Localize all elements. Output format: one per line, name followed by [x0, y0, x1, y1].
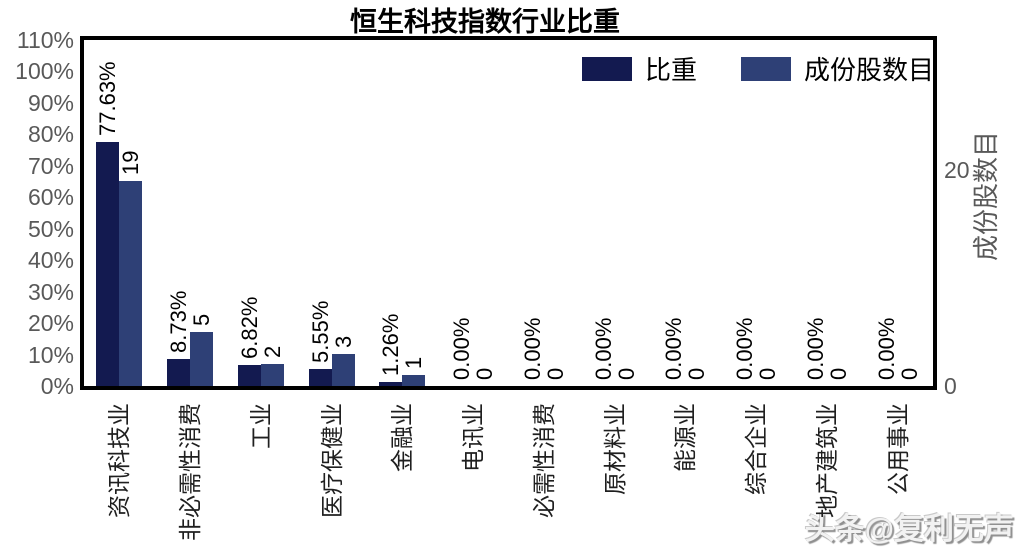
left-axis-tick: 110%: [16, 27, 74, 53]
right-axis-title: 成份股数目: [971, 130, 1001, 261]
left-axis-tick: 60%: [27, 184, 74, 211]
category-label: 地产建筑业: [813, 403, 840, 518]
value-label-weight: 0.00%: [661, 317, 687, 380]
bar-weight: [167, 358, 191, 386]
bar-count: [190, 331, 214, 386]
left-axis-tick: 0%: [40, 373, 74, 399]
value-label-weight: 0.00%: [449, 317, 475, 380]
category-label: 电讯业: [460, 403, 487, 472]
value-label-count: 0: [755, 367, 781, 380]
category-label: 原材料业: [601, 403, 628, 495]
left-axis-tick: 20%: [27, 310, 74, 337]
value-label-weight: 1.26%: [378, 313, 404, 377]
value-label-weight: 0.00%: [519, 317, 545, 380]
legend-label-count: 成份股数目: [803, 55, 934, 85]
value-label-weight: 0.00%: [732, 317, 758, 380]
bar-count: [119, 180, 143, 386]
value-label-count: 19: [118, 150, 144, 175]
left-axis-tick: 40%: [27, 247, 74, 274]
left-axis-tick: 90%: [27, 89, 74, 116]
left-axis-tick: 10%: [27, 341, 74, 368]
bar-weight: [237, 364, 261, 386]
category-label: 必需性消费: [530, 403, 557, 518]
value-label-count: 0: [684, 367, 710, 380]
right-axis-tick: 20: [944, 156, 970, 183]
chart-title: 恒生科技指数行业比重: [350, 7, 620, 37]
category-label: 能源业: [672, 403, 699, 472]
value-label-weight: 6.82%: [236, 296, 262, 359]
value-label-count: 3: [330, 335, 356, 348]
category-label: 公用事业: [884, 403, 911, 495]
category-label: 综合企业: [743, 403, 770, 495]
bar-weight: [96, 141, 120, 386]
value-label-weight: 0.00%: [590, 317, 616, 380]
category-label: 工业: [247, 403, 274, 449]
value-label-weight: 77.63%: [95, 61, 121, 136]
value-label-count: 0: [613, 367, 639, 380]
watermark: 头条@复利无声: [804, 513, 1014, 546]
value-label-weight: 5.55%: [307, 300, 333, 363]
category-label: 非必需性消费: [177, 403, 204, 541]
bar-weight: [308, 368, 332, 386]
left-axis-tick: 70%: [27, 152, 74, 179]
value-label-count: 1: [401, 356, 427, 370]
value-label-weight: 0.00%: [802, 317, 828, 380]
right-axis-tick: 0: [944, 373, 957, 399]
legend: 比重 成份股数目: [581, 50, 934, 87]
legend-label-weight: 比重: [644, 55, 697, 85]
left-axis-tick: 100%: [15, 58, 74, 85]
bar-count: [402, 375, 426, 386]
value-label-count: 0: [472, 367, 498, 380]
legend-swatch-weight: [581, 56, 632, 81]
left-axis-tick: 30%: [27, 278, 74, 305]
left-axis-tick: 80%: [27, 121, 74, 148]
value-label-count: 0: [896, 367, 922, 380]
legend-swatch-count: [740, 56, 791, 81]
value-label-weight: 8.73%: [166, 290, 192, 353]
value-label-weight: 0.00%: [873, 317, 899, 380]
left-axis-tick: 50%: [27, 215, 74, 242]
category-label: 资讯科技业: [106, 403, 133, 518]
legend-item-count: 成份股数目: [740, 50, 934, 87]
value-label-count: 0: [825, 367, 851, 380]
bar-count: [260, 364, 284, 386]
value-label-count: 2: [259, 346, 285, 359]
value-label-count: 0: [542, 367, 568, 380]
legend-item-weight: 比重: [581, 50, 697, 87]
category-label: 金融业: [389, 403, 416, 472]
category-label: 医疗保健业: [318, 403, 345, 518]
bar-count: [331, 353, 355, 386]
plot-area: [80, 36, 937, 390]
bar-weight: [379, 382, 403, 386]
value-label-count: 5: [189, 313, 215, 326]
